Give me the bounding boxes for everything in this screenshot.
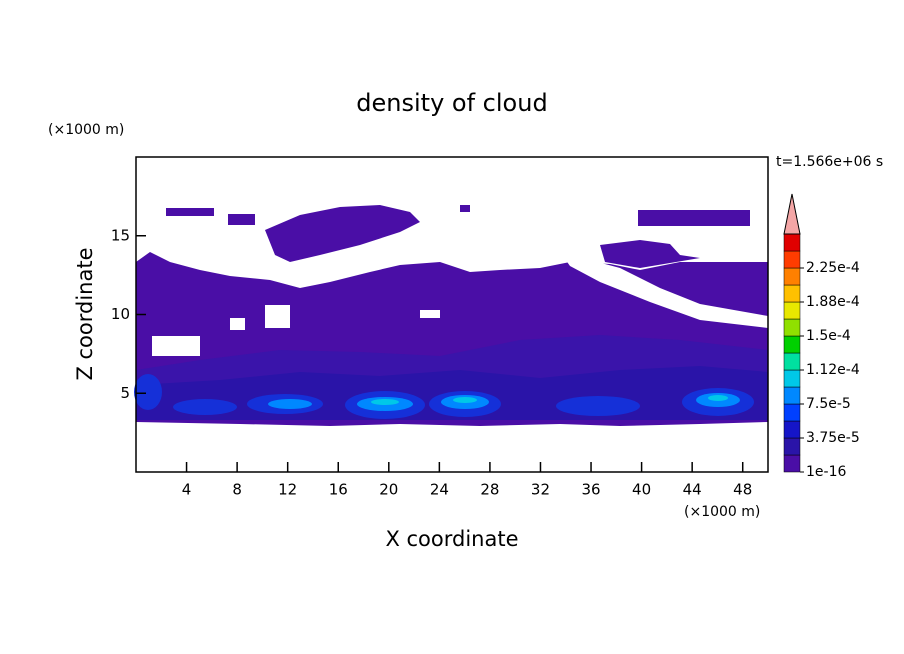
colorbar-band bbox=[783, 454, 801, 473]
colorbar-band bbox=[783, 233, 801, 252]
x-tick-label: 24 bbox=[430, 481, 449, 499]
colorbar-band bbox=[783, 369, 801, 388]
x-tick-label: 16 bbox=[329, 481, 348, 499]
colorbar-label: 1.88e-4 bbox=[806, 294, 860, 310]
colorbar-band bbox=[783, 437, 801, 456]
colorbar-band bbox=[783, 284, 801, 303]
y-unit: (×1000 m) bbox=[48, 122, 124, 138]
x-tick-label: 32 bbox=[531, 481, 550, 499]
colorbar-band bbox=[783, 352, 801, 371]
colorbar-label: 2.25e-4 bbox=[806, 260, 860, 276]
colorbar-label: 3.75e-5 bbox=[806, 430, 860, 446]
y-tick-label: 10 bbox=[111, 305, 130, 323]
contour-field bbox=[134, 205, 768, 426]
x-tick-label: 8 bbox=[232, 481, 242, 499]
x-tick-label: 28 bbox=[480, 481, 499, 499]
y-axis-label: Z coordinate bbox=[73, 247, 97, 380]
x-tick-label: 36 bbox=[581, 481, 600, 499]
colorbar-label: 1.5e-4 bbox=[806, 328, 851, 344]
x-tick-label: 20 bbox=[379, 481, 398, 499]
colorbar-band bbox=[783, 420, 801, 439]
colorbar-extend bbox=[783, 193, 801, 235]
colorbar-label: 1.12e-4 bbox=[806, 362, 860, 378]
x-axis-label: X coordinate bbox=[385, 527, 518, 551]
colorbar-band bbox=[783, 267, 801, 286]
x-unit: (×1000 m) bbox=[684, 504, 760, 520]
y-tick-label: 5 bbox=[120, 384, 130, 402]
colorbar-band bbox=[783, 403, 801, 422]
colorbar-band bbox=[783, 318, 801, 337]
colorbar-band bbox=[783, 250, 801, 269]
x-tick-label: 48 bbox=[733, 481, 752, 499]
x-tick-label: 4 bbox=[182, 481, 192, 499]
colorbar-label: 1e-16 bbox=[806, 464, 846, 480]
colorbar-band bbox=[783, 301, 801, 320]
time-label: t=1.566e+06 s bbox=[776, 154, 883, 170]
x-tick-label: 44 bbox=[683, 481, 702, 499]
colorbar-band bbox=[783, 386, 801, 405]
colorbar-band bbox=[783, 335, 801, 354]
x-tick-label: 12 bbox=[278, 481, 297, 499]
y-tick-label: 15 bbox=[111, 226, 130, 244]
chart-title: density of cloud bbox=[356, 89, 547, 117]
colorbar-label: 7.5e-5 bbox=[806, 396, 851, 412]
x-tick-label: 40 bbox=[632, 481, 651, 499]
